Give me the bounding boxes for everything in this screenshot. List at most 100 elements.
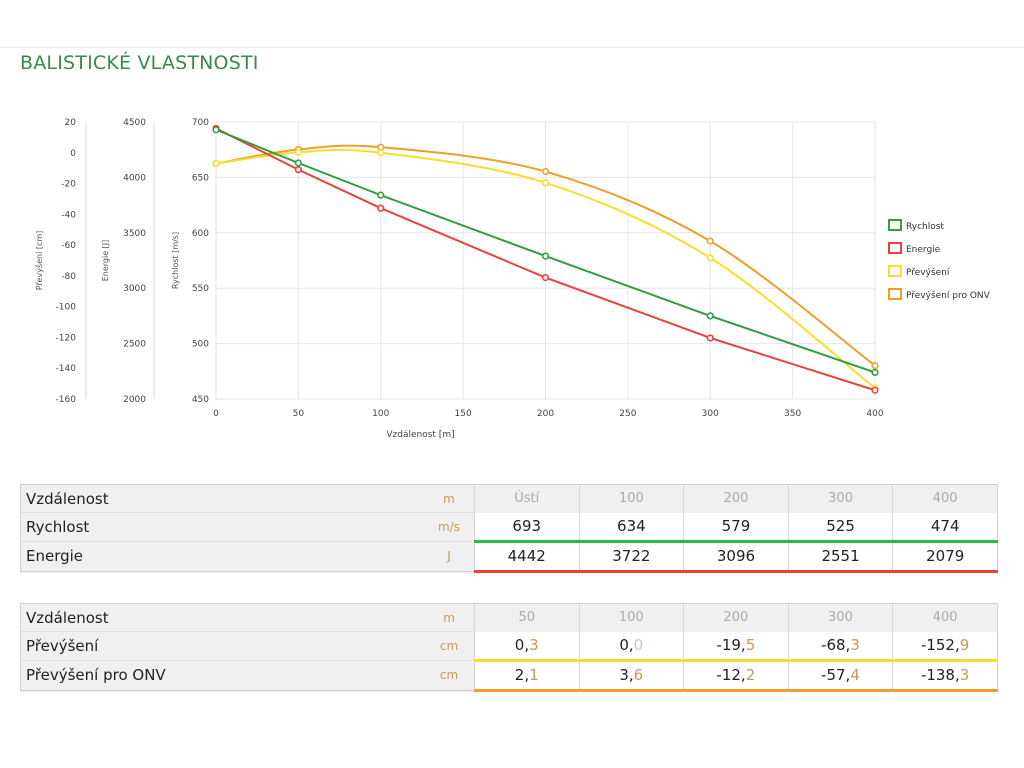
y-tick-label: 3000 [123,284,146,294]
y-tick-label: 2000 [123,395,146,405]
distance-cell: 50 [473,603,579,632]
data-point [541,273,550,282]
y-tick-label: -160 [56,395,77,405]
drop-onv-cell: 3,6 [578,660,684,692]
velocity-cell: 474 [892,512,998,543]
value-decimal: 2 [745,666,756,684]
distance-cell: 300 [787,484,893,513]
value-integer: 2, [514,666,530,684]
row-unit: m [443,610,455,625]
x-axis-label: Vzdálenost [m] [386,430,454,440]
drop-cell: 0,3 [473,631,579,662]
velocity-cell: 525 [787,512,893,543]
row-unit: J [424,540,475,571]
y-tick-label: 3500 [123,229,146,239]
velocity-cell: 579 [683,512,789,543]
data-point [294,159,302,167]
y-tick-label: 550 [192,284,209,294]
drop-cell: -152,9 [892,631,998,662]
data-point [212,126,220,134]
distance-cell: 400 [892,484,998,513]
drop-onv-cell: -138,3 [892,660,998,692]
data-point [377,191,385,199]
data-point [377,204,385,212]
y-axis-label: Převýšení [cm] [34,231,44,291]
distance-cell: 300 [787,603,893,632]
x-tick-label: 50 [293,409,305,419]
value-decimal: 0 [633,636,644,654]
value-decimal: 3 [959,666,970,684]
y-tick-label: -100 [56,303,77,313]
page-title: BALISTICKÉ VLASTNOSTI [20,52,259,74]
row-label: Převýšení [20,631,425,660]
data-point [294,148,302,156]
drop-cell: 0,0 [578,631,684,662]
series-line [215,128,876,374]
value-integer: -57, [821,666,851,684]
value-integer: -12, [716,666,746,684]
data-point [294,166,302,174]
x-tick-label: 350 [784,409,801,419]
distance-cell: 200 [683,484,789,513]
value-integer: 3, [619,666,634,684]
table-row-drop: Převýšení cm 0,3 0,0 -19,5 -68,3 -152,9 [20,631,998,662]
legend-swatch [888,288,902,300]
trajectory-table: Vzdálenost m 50 100 200 300 400 Převýšen… [20,603,998,692]
value-integer: -152, [920,636,960,654]
legend-item: Převýšení [906,267,950,278]
data-point [706,237,714,245]
velocity-cell: 693 [473,512,580,543]
table-row-drop-onv: Převýšení pro ONV cm 2,1 3,6 -12,2 -57,4… [20,659,998,692]
energy-cell: 2551 [787,541,893,573]
data-point [706,334,714,342]
drop-onv-cell: -57,4 [787,660,893,692]
data-point [871,362,879,370]
y-tick-label: -40 [61,210,76,220]
y-tick-label: -20 [61,180,76,190]
data-point [541,167,550,176]
drop-onv-cell: 2,1 [473,660,579,692]
velocity-cell: 634 [578,512,684,543]
y-tick-label: -140 [56,364,77,374]
value-decimal: 3 [529,636,539,654]
y-tick-label: 650 [192,173,209,183]
distance-cell: 400 [892,603,998,632]
x-tick-label: 150 [455,409,472,419]
value-integer: -138, [920,666,960,684]
table-row-distance: Vzdálenost m Ústí 100 200 300 400 [21,484,998,513]
energy-cell: 3096 [683,541,789,573]
row-unit: m/s [424,512,475,541]
y-tick-label: 20 [65,118,77,128]
x-tick-label: 250 [619,409,636,419]
drop-onv-cell: -12,2 [683,660,789,692]
value-integer: 0, [619,636,634,654]
data-point [377,149,385,157]
legend-swatch [888,219,902,231]
data-point [706,312,714,320]
row-label: Převýšení pro ONV [20,659,425,690]
y-tick-label: 450 [192,395,209,405]
distance-cell: 200 [683,603,789,632]
value-decimal: 1 [529,666,539,684]
distance-cell: Ústí [473,484,580,513]
value-decimal: 6 [633,666,644,684]
legend-swatch [888,242,902,254]
x-tick-label: 300 [702,409,719,419]
y-tick-label: -80 [61,272,76,282]
value-decimal: 3 [850,636,860,654]
value-decimal: 5 [745,636,756,654]
x-tick-label: 100 [372,409,389,419]
energy-cell: 3722 [578,541,684,573]
data-point [212,159,220,168]
row-unit: cm [424,631,475,660]
distance-cell: 100 [578,603,684,632]
distance-cell: 100 [578,484,684,513]
y-axis-label: Rychlost [m/s] [171,232,180,289]
velocity-energy-table: Vzdálenost m Ústí 100 200 300 400 Rychlo… [20,484,998,573]
drop-cell: -19,5 [683,631,789,662]
energy-cell: 4442 [473,541,580,573]
y-axis-label: Energie [J] [101,240,110,282]
legend-item: Převýšení pro ONV [906,290,991,301]
row-unit: m [443,491,455,506]
row-label: Energie [20,540,425,571]
